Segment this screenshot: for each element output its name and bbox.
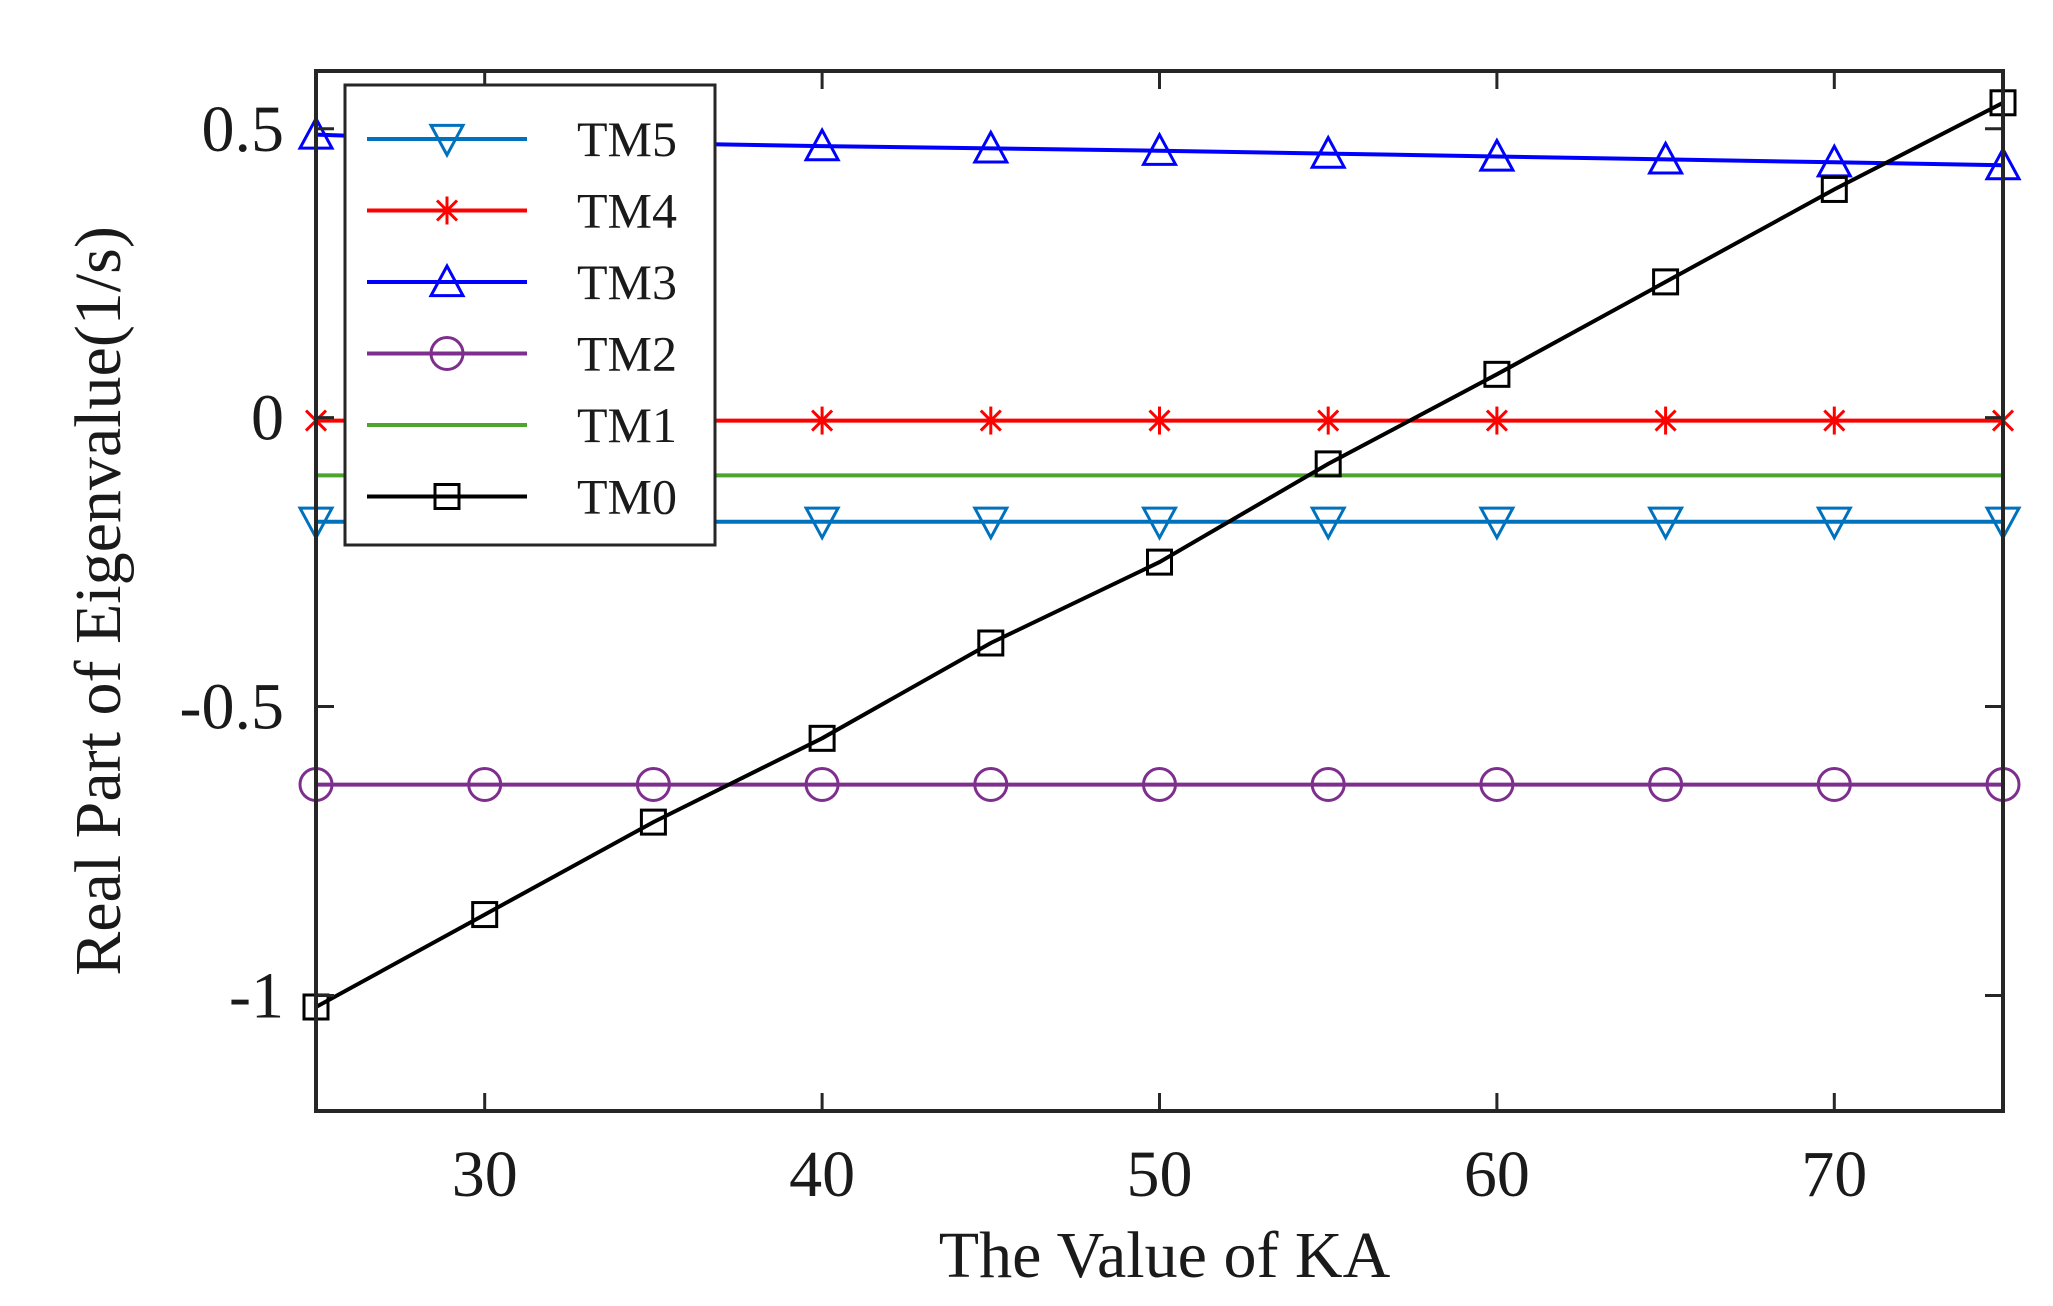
x-tick-label: 60	[1464, 1138, 1530, 1211]
data-point-tm2	[1310, 767, 1346, 803]
x-tick-label: 50	[1127, 1138, 1193, 1211]
legend-label-tm2: TM2	[577, 326, 677, 382]
x-tick-label: 70	[1801, 1138, 1867, 1211]
asterisk-stroke	[435, 199, 459, 222]
legend-entry-tm2: TM2	[367, 326, 677, 382]
data-point-tm5	[803, 506, 841, 541]
series-tm2	[298, 767, 2021, 803]
legend-entry-tm0: TM0	[367, 469, 677, 525]
legend-entry-tm1: TM1	[367, 397, 677, 453]
data-point-tm2	[973, 767, 1009, 803]
asterisk-stroke	[1823, 409, 1846, 432]
data-point-tm2	[467, 767, 503, 803]
x-axis-title: The Value of KA	[939, 1219, 1391, 1292]
data-point-tm2	[1479, 767, 1515, 803]
data-point-tm3	[803, 126, 841, 162]
data-point-tm3	[1309, 134, 1347, 169]
legend-box	[343, 83, 717, 547]
asterisk-stroke	[1148, 409, 1171, 432]
legend-label-tm5: TM5	[577, 111, 677, 167]
data-point-tm5	[1478, 506, 1516, 541]
data-point-tm4	[1317, 406, 1340, 435]
data-point-tm5	[1309, 506, 1347, 541]
legend-marker-tm3	[428, 262, 466, 298]
data-point-tm0	[1820, 175, 1848, 203]
data-point-tm3	[1140, 131, 1179, 166]
y-tick-label: -1	[229, 959, 284, 1032]
legend-marker-tm5	[428, 123, 466, 159]
data-point-tm2	[635, 767, 671, 803]
data-point-tm0	[977, 629, 1005, 657]
legend-label-tm0: TM0	[577, 469, 677, 525]
data-point-tm0	[1483, 360, 1511, 388]
data-point-tm0	[471, 901, 499, 929]
legend-marker-tm2	[429, 336, 465, 371]
data-point-tm3	[1815, 143, 1853, 178]
legend-label-tm1: TM1	[577, 397, 677, 453]
legend-entry-tm4: TM4	[367, 183, 677, 239]
data-point-tm5	[972, 506, 1010, 541]
legend-entry-tm5: TM5	[367, 111, 677, 167]
data-point-tm2	[804, 767, 840, 803]
legend-entry-tm3: TM3	[367, 254, 677, 310]
y-axis-title: Real Part of Eigenvalue(1/s)	[62, 226, 135, 976]
ticks-layer: 30 40 50 60 70 -1 -0.5 0 0.5	[180, 71, 2003, 1211]
y-tick-label: 0.5	[202, 93, 285, 166]
data-point-tm4	[1654, 406, 1677, 435]
legend-marker-tm4	[435, 196, 459, 225]
data-point-tm0	[1146, 548, 1173, 576]
data-point-tm4	[811, 406, 834, 435]
data-point-tm4	[1823, 406, 1846, 435]
data-point-tm0	[1314, 450, 1342, 478]
series-line-tm0	[315, 101, 2004, 1009]
legend-marker-tm0	[433, 483, 461, 510]
asterisk-stroke	[979, 409, 1002, 432]
data-point-tm5	[1140, 506, 1179, 541]
series-tm0	[302, 89, 2017, 1021]
data-point-tm0	[808, 724, 836, 752]
legend-label-tm3: TM3	[577, 254, 677, 310]
y-tick-label: 0	[251, 382, 284, 455]
asterisk-stroke	[811, 409, 834, 432]
data-point-tm3	[1478, 137, 1516, 172]
data-point-tm2	[1816, 767, 1852, 803]
asterisk-stroke	[1317, 409, 1340, 432]
data-point-tm2	[1648, 767, 1684, 803]
data-point-tm0	[639, 808, 667, 836]
data-point-tm5	[1647, 506, 1685, 541]
data-point-tm4	[1148, 406, 1171, 435]
data-point-tm0	[1652, 268, 1680, 296]
legend-label-tm4: TM4	[577, 183, 677, 239]
asterisk-stroke	[1654, 409, 1677, 432]
data-point-tm5	[1815, 506, 1853, 541]
data-point-tm2	[1142, 767, 1177, 803]
data-point-tm4	[979, 406, 1002, 435]
asterisk-stroke	[1485, 409, 1508, 432]
data-point-tm3	[972, 129, 1010, 164]
x-tick-label: 40	[789, 1138, 855, 1211]
data-point-tm3	[1647, 140, 1685, 175]
data-point-tm4	[1485, 406, 1508, 435]
legend: TM5 TM4 TM3 TM2 TM1 TM0	[343, 83, 717, 547]
x-tick-label: 30	[452, 1138, 518, 1211]
y-tick-label: -0.5	[180, 671, 284, 744]
